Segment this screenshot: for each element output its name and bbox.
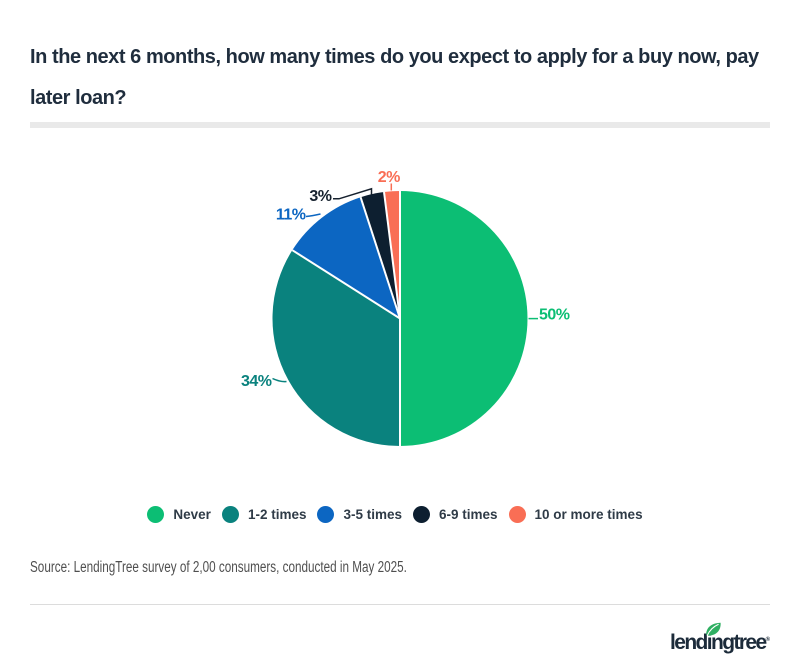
svg-text:11%: 11% [276, 207, 306, 224]
svg-text:34%: 34% [241, 373, 272, 390]
svg-text:2%: 2% [378, 169, 400, 186]
svg-text:3%: 3% [309, 188, 331, 205]
svg-text:50%: 50% [539, 307, 570, 324]
